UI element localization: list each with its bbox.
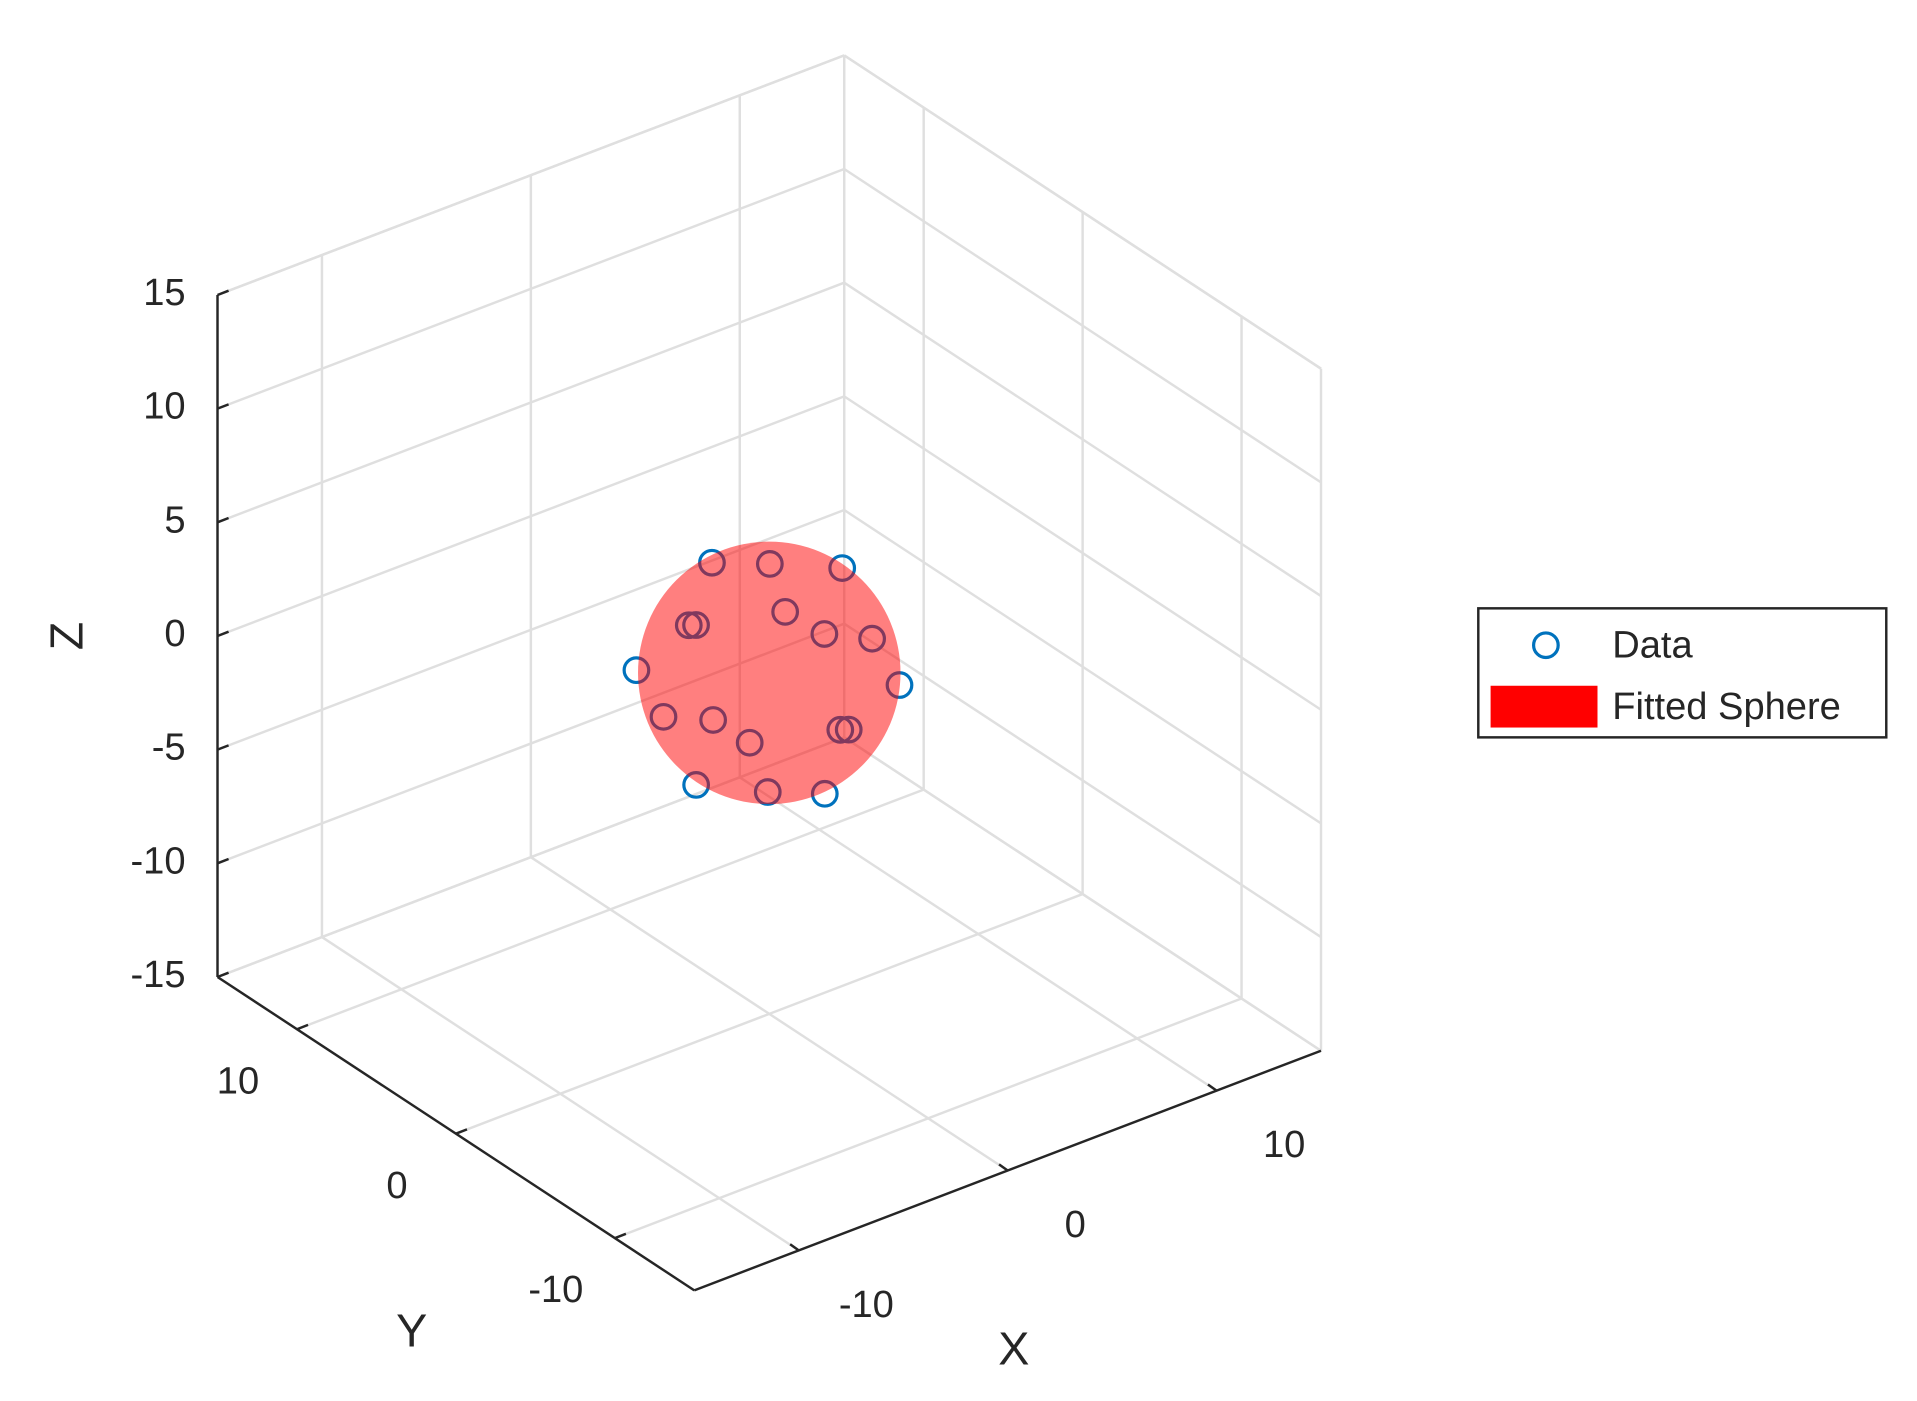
tick-mark: [217, 516, 230, 524]
grid-line: [843, 54, 1322, 370]
tick-mark: [217, 403, 230, 410]
legend-label: Fitted Sphere: [1612, 686, 1841, 728]
tick-mark: [614, 1232, 627, 1240]
z-tick-label: 0: [164, 613, 185, 655]
y-tick-label: 10: [217, 1060, 259, 1102]
y-tick-label: -10: [528, 1269, 583, 1311]
x-axis: [693, 1049, 1322, 1292]
y-axis-title: Y: [396, 1304, 427, 1356]
plot-area: [622, 541, 914, 808]
z-tick-label: -15: [131, 954, 186, 996]
grid-line: [843, 622, 1322, 939]
legend-swatch: [1490, 685, 1598, 728]
grid-line: [843, 395, 1322, 711]
grid-line: [217, 167, 845, 410]
z-tick-label: 10: [143, 386, 185, 428]
y-tick-label: 0: [386, 1165, 407, 1207]
grid-line: [843, 281, 1322, 598]
tick-mark: [789, 1243, 800, 1252]
legend-marker: [1532, 631, 1560, 660]
tick-mark: [217, 971, 230, 979]
tick-mark: [455, 1128, 468, 1135]
grid-line: [843, 167, 1322, 484]
x-tick-label: 10: [1263, 1124, 1305, 1166]
grid-line: [843, 509, 1322, 825]
tick-mark: [217, 744, 230, 751]
z-tick-label: -5: [152, 727, 186, 769]
z-tick-label: 5: [164, 499, 185, 541]
x-tick-label: 0: [1065, 1204, 1086, 1246]
grid-line: [217, 281, 845, 524]
z-tick-label: -10: [131, 840, 186, 882]
z-axis-title: Z: [40, 622, 92, 651]
z-tick-label: 15: [143, 272, 185, 314]
axes: -15 -10 -5 0 5 10 15 -10 0 10 -10 0 10 Z Y X: [40, 272, 1322, 1375]
tick-mark: [998, 1163, 1009, 1172]
tick-mark: [217, 289, 230, 297]
grid-line: [614, 997, 1242, 1240]
tick-mark: [217, 630, 230, 638]
fitted-sphere: [638, 541, 901, 805]
tick-mark: [1207, 1083, 1218, 1092]
grid-line: [296, 788, 925, 1031]
x-tick-label: -10: [839, 1284, 894, 1326]
grid-line: [455, 892, 1084, 1135]
grid-line: [843, 736, 1322, 1052]
grid-line: [217, 395, 845, 638]
legend: Data Fitted Sphere: [1477, 607, 1888, 739]
grid-line: [217, 54, 845, 297]
x-axis-title: X: [998, 1323, 1029, 1375]
tick-mark: [217, 857, 230, 865]
legend-label: Data: [1612, 625, 1693, 667]
tick-mark: [296, 1023, 309, 1031]
